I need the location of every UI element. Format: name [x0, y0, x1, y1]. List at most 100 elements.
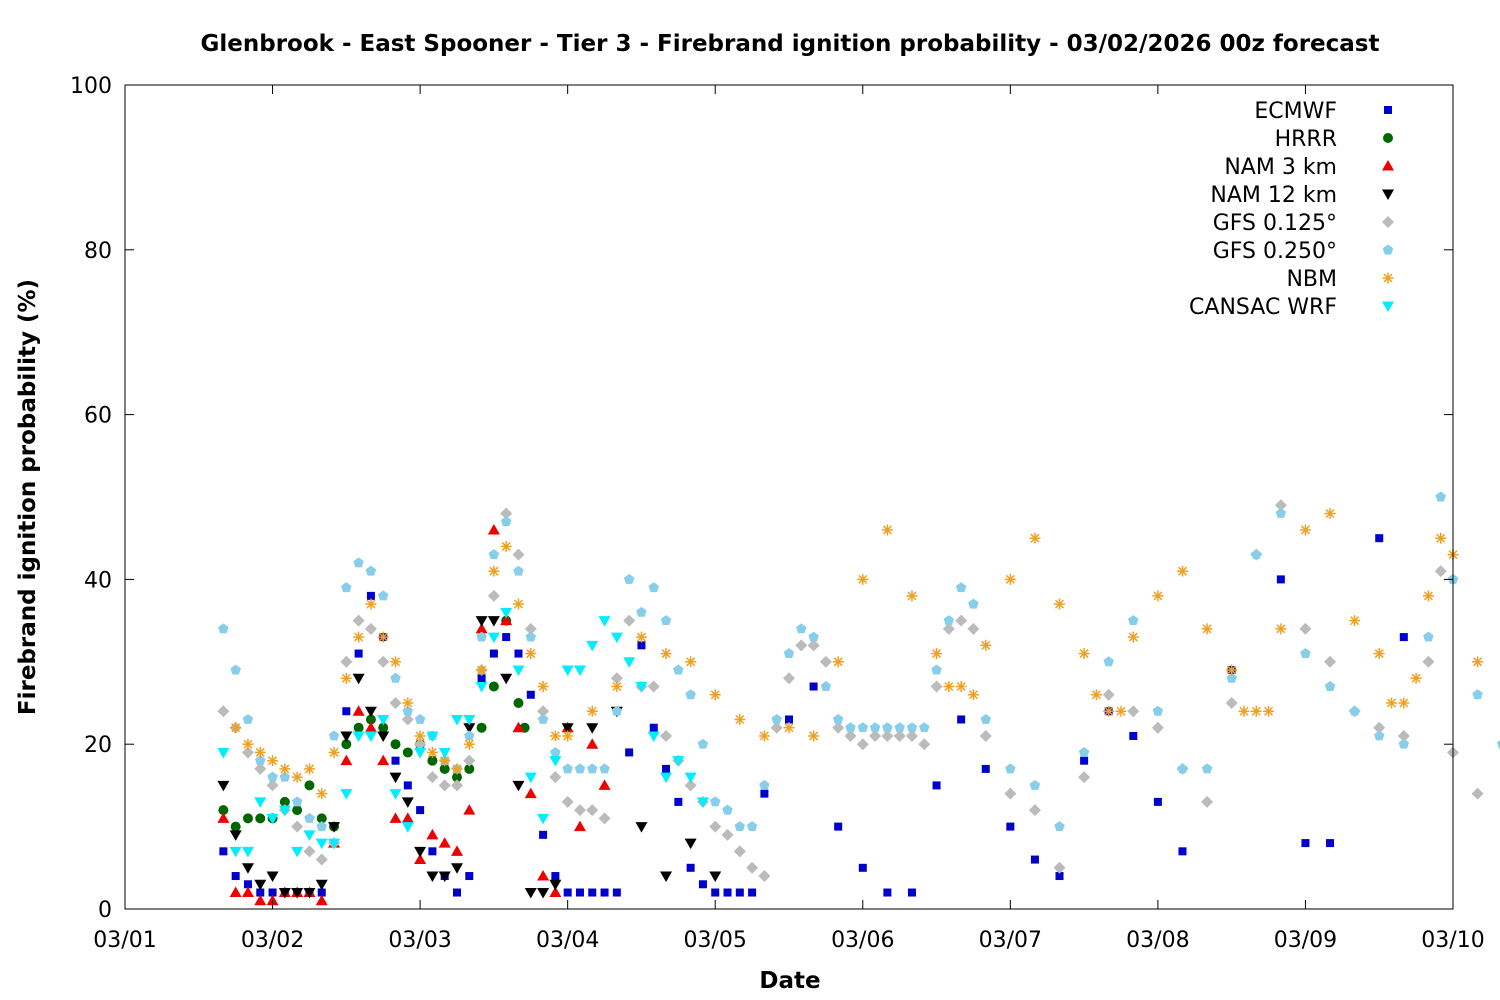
data-point [340, 655, 353, 668]
data-point [537, 870, 550, 881]
data-point [1399, 633, 1408, 642]
data-point [364, 706, 377, 718]
data-point [635, 631, 647, 643]
data-point [279, 771, 291, 782]
data-point [611, 705, 623, 716]
data-point [1423, 631, 1434, 642]
data-point [1029, 779, 1041, 790]
legend: ECMWF HRRR NAM 3 km NAM 12 km GFS 0.125° GFS … [1189, 99, 1394, 320]
data-point [697, 738, 709, 749]
data-point [1398, 738, 1410, 749]
data-point [303, 763, 315, 775]
data-point [1178, 847, 1187, 856]
data-point [1238, 705, 1250, 717]
data-point [723, 888, 732, 897]
data-point [500, 607, 513, 619]
data-point [1471, 787, 1484, 800]
data-point [352, 614, 365, 627]
data-point [955, 582, 967, 593]
data-point [217, 780, 230, 792]
data-point [426, 746, 438, 758]
data-point [783, 672, 795, 685]
data-point [586, 723, 599, 734]
data-point [254, 762, 267, 775]
data-point [1496, 740, 1500, 749]
data-point [599, 763, 610, 774]
data-point [549, 730, 561, 742]
data-point [1435, 532, 1447, 544]
data-point [525, 631, 537, 642]
data-point [426, 828, 439, 840]
data-point [514, 649, 523, 658]
data-point [588, 888, 597, 897]
data-point [525, 648, 537, 660]
data-point [488, 681, 499, 692]
chart-title: Glenbrook - East Spooner - Tier 3 - Fire… [201, 31, 1380, 57]
data-point [487, 589, 500, 602]
legend-label: CANSAC WRF [1189, 295, 1337, 320]
series-gfs-0-250 [218, 491, 1500, 832]
data-point [1326, 839, 1335, 848]
data-point [292, 805, 303, 816]
data-point [857, 722, 869, 733]
data-point [488, 565, 500, 577]
data-point [377, 714, 390, 726]
data-point [955, 681, 967, 693]
data-point [598, 812, 611, 825]
data-point [477, 674, 486, 683]
data-point [1226, 664, 1238, 676]
data-point [464, 763, 475, 774]
data-point [1127, 705, 1140, 718]
data-point [1472, 689, 1483, 700]
data-point [748, 888, 757, 897]
data-point [229, 846, 242, 858]
data-point [316, 813, 327, 824]
data-point [1127, 631, 1139, 643]
data-point [464, 730, 475, 741]
data-point [919, 722, 930, 733]
data-point [574, 763, 586, 774]
data-point [660, 615, 672, 626]
data-point [403, 781, 412, 790]
data-point [660, 648, 672, 660]
data-point [279, 763, 291, 775]
data-point [796, 623, 807, 634]
data-point [537, 681, 549, 693]
data-point [266, 813, 279, 825]
data-point [303, 888, 316, 899]
data-point [733, 845, 746, 858]
data-point [267, 755, 279, 767]
data-point [364, 731, 377, 742]
data-point [832, 713, 844, 724]
data-point [315, 853, 328, 866]
data-point [340, 731, 353, 742]
data-point [1386, 697, 1398, 709]
legend-label: HRRR [1275, 127, 1337, 152]
data-point [1103, 705, 1115, 717]
data-point [1434, 565, 1447, 578]
data-point [414, 846, 427, 858]
data-point [438, 837, 451, 848]
data-point [243, 880, 252, 889]
data-point [438, 747, 451, 759]
data-point [648, 582, 659, 593]
data-point [549, 771, 562, 784]
data-point [660, 729, 673, 742]
data-point [573, 804, 586, 817]
data-point [217, 812, 230, 823]
data-point [1005, 763, 1016, 774]
data-point [758, 870, 771, 883]
data-point [1029, 532, 1041, 544]
data-point [241, 746, 254, 759]
legend-label: NBM [1286, 267, 1337, 292]
data-point [463, 804, 476, 815]
data-point [315, 894, 328, 906]
data-point [1324, 655, 1337, 668]
data-point [242, 713, 254, 724]
data-point [317, 888, 326, 897]
data-point [353, 722, 364, 733]
x-tick-label: 03/01 [93, 928, 156, 953]
data-point [414, 738, 427, 751]
legend-marker [1382, 272, 1394, 284]
